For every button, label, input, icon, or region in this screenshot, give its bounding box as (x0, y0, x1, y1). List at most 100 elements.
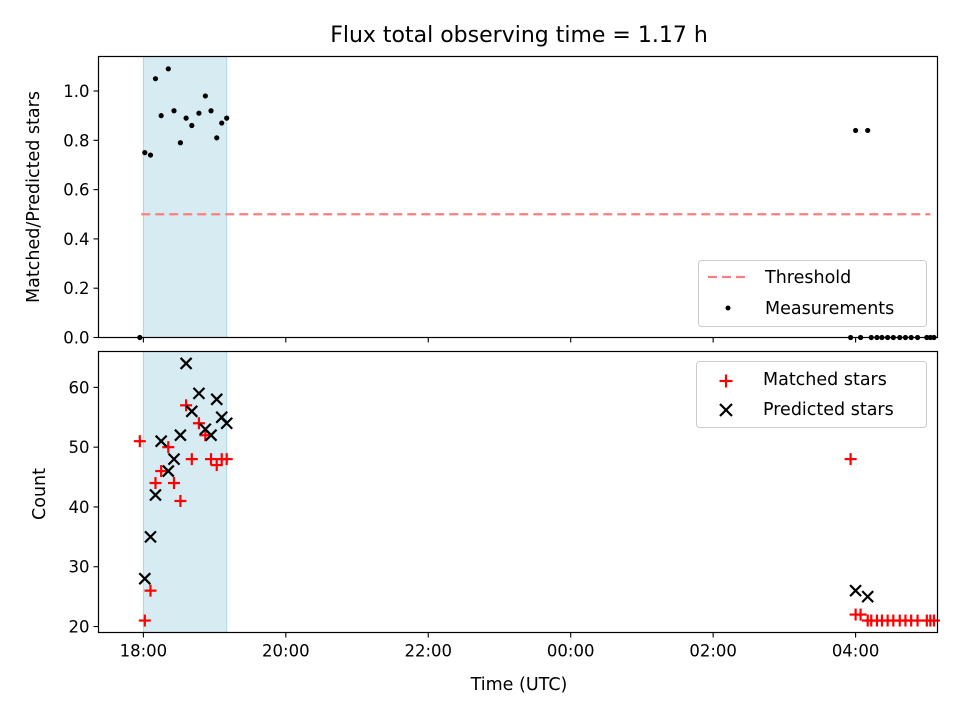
y-tick-label: 60 (69, 378, 90, 397)
predicted-star-point (138, 572, 152, 585)
matched-star-point (220, 453, 233, 466)
matched-star-point (149, 477, 162, 490)
y-tick-label: 30 (69, 558, 90, 577)
matched-star-point (155, 465, 168, 478)
chart-title: Flux total observing time = 1.17 h (330, 23, 708, 48)
matched-star-point (144, 584, 157, 597)
bottom-panel: 18:00 20:00 22:00 00:00 02:00 04:00 20 30 40 50 60… (30, 350, 940, 695)
predicted-star-stroke-b (210, 393, 224, 406)
predicted-star-stroke-b (154, 434, 168, 448)
x-tick-label: 18:00 (120, 642, 168, 661)
predicted-star-stroke-b (144, 530, 157, 544)
matched-star-point (174, 494, 187, 507)
measurement-point (189, 122, 195, 129)
predicted-stars-legend-label: Predicted stars (763, 400, 894, 420)
predicted-star-stroke-b (149, 488, 162, 502)
threshold-legend-label: Threshold (764, 268, 851, 288)
top-panel: 0.0 0.2 0.4 0.6 0.8 1.0 Matched/Predicted sta… (24, 55, 939, 348)
y-tick-label: 0.6 (63, 181, 89, 200)
measurements-legend-swatch (725, 305, 731, 311)
predicted-star-point (174, 428, 187, 442)
predicted-star-stroke-b (185, 405, 199, 418)
predicted-star-stroke-b (199, 422, 212, 436)
y-tick-label: 0.8 (63, 131, 89, 150)
measurement-point (158, 113, 164, 119)
predicted-star-point (220, 416, 233, 430)
predicted-star-point (167, 452, 181, 466)
top-legend-box (698, 260, 927, 327)
matched-star-point (133, 435, 146, 448)
measurement-point (196, 110, 202, 116)
measurement-point (224, 115, 230, 121)
measurement-point (177, 140, 184, 146)
bottom-y-axis-label: Count (30, 468, 50, 520)
ratio-plot-area (137, 56, 937, 341)
top-axis-ticks: 0.0 0.2 0.4 0.6 0.8 1.0 (63, 82, 857, 348)
predicted-star-point (162, 464, 175, 478)
x-tick-label: 00:00 (547, 642, 595, 661)
matched-star-point (162, 441, 175, 454)
top-y-axis-label: Matched/Predicted stars (24, 91, 44, 303)
predicted-star-point (204, 428, 218, 442)
predicted-star-stroke-b (204, 428, 218, 442)
matched-star-point (167, 477, 180, 490)
matched-stars-legend-label: Matched stars (763, 370, 887, 390)
x-tick-label: 20:00 (262, 642, 310, 661)
predicted-star-stroke-b (162, 464, 175, 478)
measurement-point (219, 120, 225, 126)
matched-star-point (138, 614, 151, 627)
matched-stars-legend-swatch (719, 374, 733, 388)
observing-window-span (143, 56, 227, 338)
predicted-stars-legend-swatch (719, 403, 733, 417)
predicted-star-point (149, 488, 162, 502)
measurement-point (214, 135, 220, 141)
x-axis-label: Time (UTC) (470, 675, 568, 695)
predicted-star-point (210, 393, 224, 406)
matched-star-point (205, 453, 218, 466)
matched-star-point (844, 453, 857, 466)
x-tick-label: 04:00 (832, 642, 880, 661)
matched-star-point (185, 453, 198, 466)
measurement-point (852, 127, 859, 134)
matched-star-point (199, 429, 212, 442)
bottom-legend-box (696, 361, 927, 428)
measurement-point (208, 108, 214, 114)
measurement-point (147, 152, 154, 158)
predicted-star-stroke-b (192, 387, 206, 400)
measurement-point (152, 76, 159, 82)
y-tick-label: 50 (69, 438, 90, 457)
predicted-star-stroke-b (179, 357, 193, 370)
matched-star-point (854, 608, 867, 621)
y-tick-label: 0.2 (63, 279, 89, 298)
predicted-star-stroke-b (167, 452, 181, 466)
predicted-star-point (154, 434, 168, 448)
predicted-star-point (144, 530, 157, 544)
predicted-star-stroke-b (138, 572, 152, 585)
measurement-point (865, 127, 871, 134)
measurement-point (171, 108, 177, 114)
measurement-point (202, 93, 208, 99)
predicted-star-point (861, 590, 874, 603)
top-axes-frame (97, 55, 939, 339)
matched-star-point (192, 417, 205, 430)
x-tick-label: 02:00 (689, 642, 737, 661)
measurement-point (183, 115, 189, 121)
measurement-point (142, 150, 148, 156)
matched-star-point (180, 399, 193, 412)
predicted-star-point (849, 584, 862, 597)
measurement-point (165, 66, 171, 72)
y-tick-label: 40 (69, 498, 90, 517)
bottom-axes-frame (97, 350, 939, 634)
bottom-axis-ticks: 18:00 20:00 22:00 00:00 02:00 04:00 20 30 40 50 60 (69, 378, 880, 660)
predicted-star-point (185, 405, 199, 418)
y-tick-label: 20 (69, 618, 90, 637)
predicted-star-stroke-b (861, 590, 874, 603)
y-tick-label: 1.0 (63, 82, 89, 101)
predicted-star-stroke-b (849, 584, 862, 597)
predicted-star-stroke-b (174, 428, 187, 442)
x-tick-label: 22:00 (404, 642, 452, 661)
predicted-star-point (179, 357, 193, 370)
predicted-star-point (192, 387, 206, 400)
predicted-star-stroke-b (220, 416, 233, 430)
